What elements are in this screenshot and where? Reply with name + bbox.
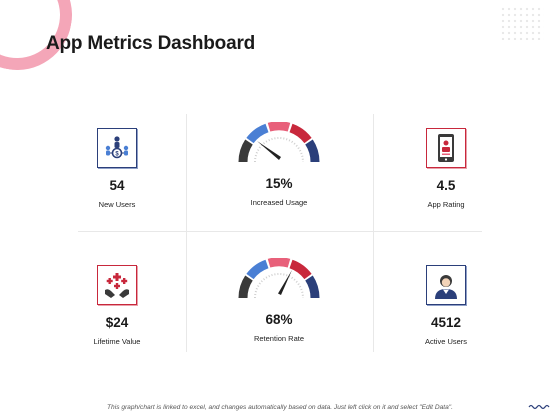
metric-value: $24 — [105, 315, 129, 330]
metric-new-users: $ 54 New Users — [52, 128, 182, 209]
gauge-icon — [238, 258, 320, 299]
metric-value: 68% — [265, 312, 293, 327]
gauge-icon — [238, 122, 320, 163]
mobile-phone-icon — [426, 128, 466, 168]
footer-note: This graph/chart is linked to excel, and… — [107, 404, 453, 411]
metric-label: App Rating — [427, 200, 465, 209]
metric-label: Active Users — [424, 337, 468, 346]
wave-icon — [528, 404, 550, 410]
svg-text:$: $ — [115, 152, 119, 158]
hand-care-icon — [97, 265, 137, 305]
metric-value: 15% — [265, 176, 293, 191]
metric-label: New Users — [98, 200, 136, 209]
metric-app-rating: 4.5 App Rating — [381, 128, 511, 209]
metric-lifetime-value: $24 Lifetime Value — [52, 265, 182, 346]
metric-increased-usage: 15% Increased Usage — [214, 122, 344, 207]
metric-label: Lifetime Value — [93, 337, 141, 346]
grid-divider — [373, 114, 374, 352]
users-network-icon: $ — [97, 128, 137, 168]
metric-value: 54 — [109, 178, 125, 193]
metric-active-users: 4512 Active Users — [381, 265, 511, 346]
page-title: App Metrics Dashboard — [46, 33, 256, 54]
metric-label: Increased Usage — [250, 198, 308, 207]
metric-value: 4.5 — [436, 178, 456, 193]
grid-divider — [78, 231, 482, 232]
metric-retention-rate: 68% Retention Rate — [214, 258, 344, 343]
grid-divider — [186, 114, 187, 352]
decorative-dot-grid — [500, 6, 544, 40]
metric-label: Retention Rate — [253, 334, 305, 343]
metric-value: 4512 — [430, 315, 462, 330]
user-avatar-icon — [426, 265, 466, 305]
